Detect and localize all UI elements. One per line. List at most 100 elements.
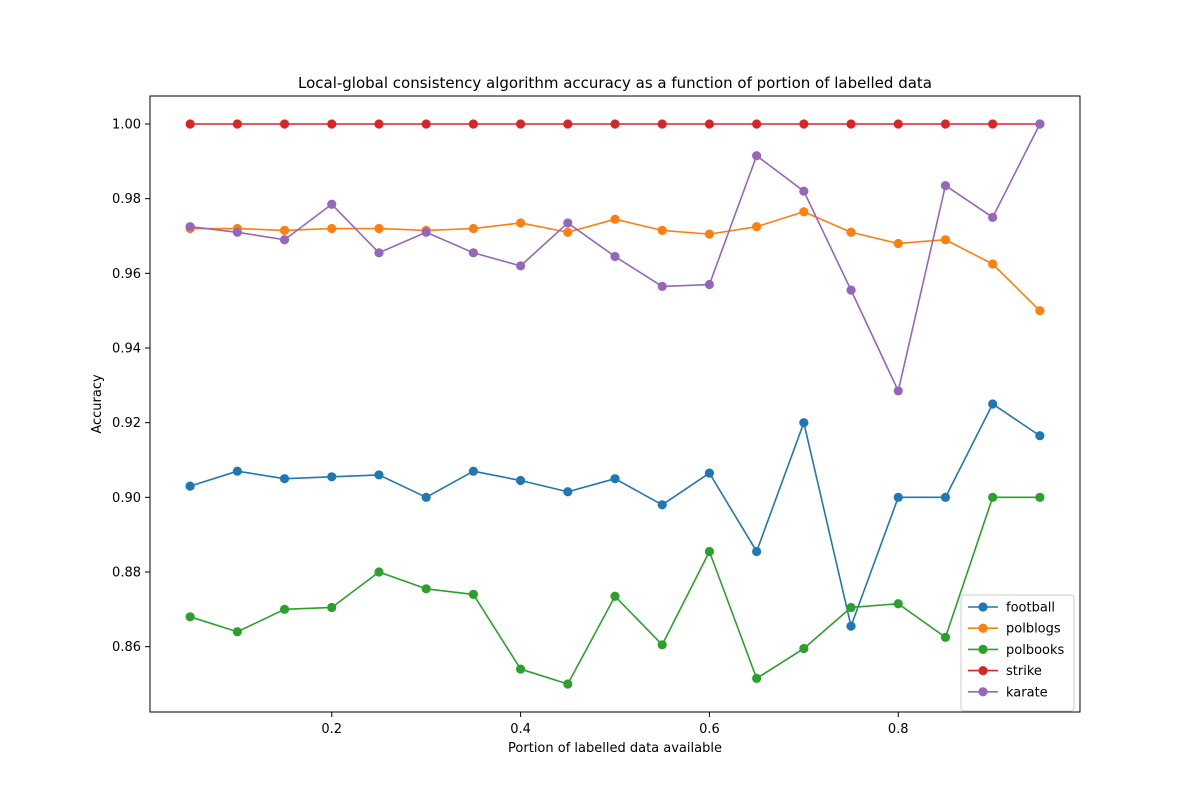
legend-marker-polbooks	[978, 644, 988, 655]
data-point-strike	[327, 119, 337, 129]
y-tick-label: 1.00	[112, 118, 141, 133]
data-point-football	[610, 474, 620, 484]
data-point-football	[515, 475, 526, 486]
data-point-karate	[185, 222, 195, 232]
x-axis-label: Portion of labelled data available	[508, 741, 722, 756]
data-point-karate	[515, 261, 526, 271]
data-point-football	[940, 492, 951, 502]
legend-marker-football	[978, 602, 988, 612]
data-point-karate	[374, 248, 384, 258]
data-point-football	[185, 481, 195, 491]
data-point-polbooks	[988, 492, 998, 502]
axes-frame	[149, 95, 1081, 713]
data-point-karate	[752, 151, 762, 161]
data-point-karate	[232, 227, 242, 237]
series-football	[185, 399, 1045, 631]
data-point-polbooks	[846, 602, 856, 613]
data-point-football	[421, 492, 431, 502]
legend-marker-strike	[978, 666, 988, 676]
data-point-karate	[1035, 119, 1045, 129]
y-tick-label: 0.88	[112, 566, 141, 581]
y-axis: 0.86 0.88 0.90 0.92 0.94 0.96 0.98 1.00	[112, 118, 150, 655]
data-point-football	[279, 474, 290, 484]
data-point-strike	[563, 119, 573, 129]
data-point-strike	[232, 119, 242, 129]
data-point-football	[704, 468, 715, 478]
data-point-strike	[279, 119, 290, 129]
data-point-polblogs	[468, 223, 478, 234]
data-point-polbooks	[515, 664, 526, 674]
data-point-strike	[515, 119, 526, 129]
data-point-football	[846, 621, 856, 631]
data-point-football	[799, 418, 809, 428]
data-point-football	[563, 487, 573, 497]
data-point-polbooks	[799, 643, 809, 654]
data-point-strike	[846, 119, 856, 129]
legend-box	[960, 594, 1075, 712]
data-point-football	[893, 492, 903, 502]
plot-area	[185, 119, 1045, 689]
legend-item-strike: strike	[968, 664, 1042, 679]
data-point-strike	[988, 119, 998, 129]
data-point-karate	[988, 212, 998, 222]
y-axis-label: Accuracy	[90, 374, 105, 434]
data-point-karate	[327, 199, 337, 209]
data-point-polbooks	[610, 591, 620, 601]
x-axis: 0.2 0.4 0.6 0.8	[321, 712, 909, 737]
data-point-polblogs	[374, 223, 384, 234]
data-point-football	[468, 466, 478, 476]
data-point-polbooks	[893, 599, 903, 609]
legend-label-polbooks: polbooks	[1006, 643, 1065, 658]
y-tick-label: 0.90	[112, 491, 141, 506]
data-point-polblogs	[563, 227, 573, 237]
data-point-karate	[704, 279, 715, 290]
data-point-strike	[799, 119, 809, 129]
legend-label-football: football	[1006, 601, 1055, 616]
data-point-strike	[657, 119, 667, 129]
data-point-strike	[893, 119, 903, 129]
legend-marker-karate	[978, 687, 988, 697]
data-point-strike	[940, 119, 951, 129]
data-point-polbooks	[704, 546, 715, 557]
data-point-polblogs	[988, 259, 998, 269]
data-point-football	[988, 399, 998, 409]
data-point-strike	[610, 119, 620, 129]
legend-label-strike: strike	[1006, 664, 1042, 679]
data-point-polbooks	[563, 679, 573, 689]
y-tick-label: 0.92	[112, 416, 141, 431]
data-point-polblogs	[799, 207, 809, 217]
data-point-football	[374, 470, 384, 480]
data-point-strike	[468, 119, 478, 129]
data-point-polblogs	[1035, 306, 1045, 316]
x-tick-label: 0.4	[510, 722, 531, 737]
data-point-polblogs	[752, 222, 762, 232]
data-point-strike	[704, 119, 715, 129]
y-tick-label: 0.86	[112, 640, 141, 655]
y-tick-label: 0.98	[112, 192, 141, 207]
y-tick-label: 0.96	[112, 267, 141, 282]
data-point-polbooks	[421, 584, 431, 594]
data-point-polbooks	[374, 567, 384, 577]
legend-item-polblogs: polblogs	[968, 622, 1061, 637]
data-point-karate	[940, 181, 951, 191]
x-tick-label: 0.2	[321, 722, 342, 737]
data-point-polbooks	[657, 640, 667, 650]
data-point-polblogs	[279, 225, 290, 235]
data-point-football	[1035, 431, 1045, 441]
data-point-polbooks	[940, 632, 951, 642]
data-point-polbooks	[327, 602, 337, 613]
series-polbooks	[185, 492, 1045, 689]
data-point-polblogs	[327, 223, 337, 234]
legend-label-polblogs: polblogs	[1006, 622, 1061, 637]
data-point-karate	[799, 186, 809, 196]
legend-item-football: football	[968, 601, 1055, 616]
data-point-polblogs	[657, 225, 667, 235]
data-point-strike	[421, 119, 431, 129]
data-point-polblogs	[893, 238, 903, 249]
data-point-football	[657, 500, 667, 510]
data-point-polblogs	[704, 229, 715, 239]
data-point-polblogs	[940, 235, 951, 245]
data-point-strike	[752, 119, 762, 129]
